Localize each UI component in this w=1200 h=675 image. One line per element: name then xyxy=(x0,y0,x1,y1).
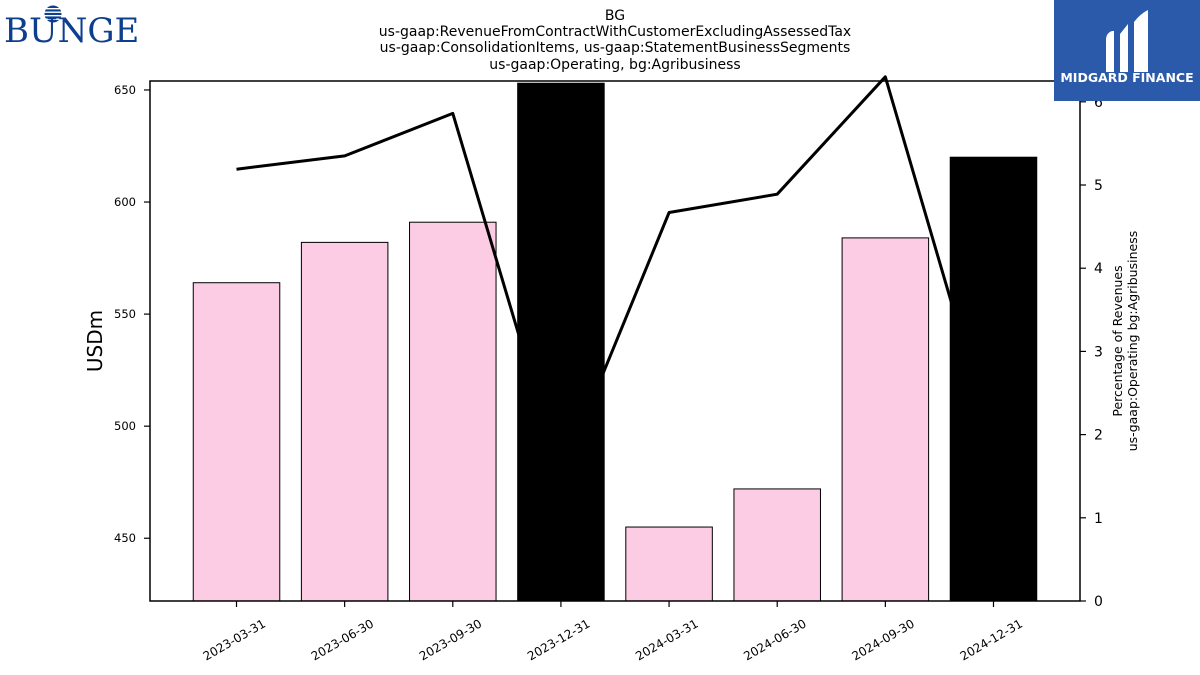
bar xyxy=(841,237,930,602)
x-tick-label: 2023-06-30 xyxy=(309,616,376,663)
percentage-line xyxy=(236,75,995,478)
y2-tick-label: 1 xyxy=(1094,511,1103,527)
y2-tick-label: 3 xyxy=(1094,344,1103,360)
bar xyxy=(625,526,713,602)
plot-frame xyxy=(149,80,1081,602)
x-tick-label: 2024-09-30 xyxy=(849,616,916,663)
y2-tick-label: 2 xyxy=(1094,428,1103,444)
chart-title: BGus-gaap:RevenueFromContractWithCustome… xyxy=(379,8,851,73)
bar xyxy=(300,241,389,602)
y-tick-label: 550 xyxy=(114,307,136,321)
x-tick-label: 2023-12-31 xyxy=(525,616,592,663)
bar xyxy=(949,156,1038,602)
bunge-logo-text: BUNGE xyxy=(4,11,139,46)
chart-title-line: us-gaap:RevenueFromContractWithCustomerE… xyxy=(379,24,851,40)
midgard-finance-logo: MIDGARD FINANCE xyxy=(1054,0,1200,101)
bars-layer xyxy=(192,82,1038,602)
y-tick-label: 650 xyxy=(114,83,136,97)
y2-tick-label: 5 xyxy=(1094,178,1103,194)
y2-tick-label: 6 xyxy=(1094,95,1103,111)
y2-tick-label: 4 xyxy=(1094,261,1103,277)
y-tick-label: 600 xyxy=(114,195,136,209)
x-tick-label: 2024-03-31 xyxy=(633,616,700,663)
bar xyxy=(409,221,497,602)
y-tick-label: 450 xyxy=(114,531,136,545)
bunge-logo: BUNGE xyxy=(4,5,139,46)
x-tick-label: 2023-09-30 xyxy=(417,616,484,663)
chart-title-line: us-gaap:Operating, bg:Agribusiness xyxy=(489,57,740,73)
y2-tick-label: 0 xyxy=(1094,594,1103,610)
line-layer xyxy=(236,75,995,478)
bunge-logo-mark xyxy=(42,5,64,23)
x-tick-label: 2024-06-30 xyxy=(741,616,808,663)
chart-title-line: us-gaap:ConsolidationItems, us-gaap:Stat… xyxy=(380,40,851,56)
y-tick-label: 500 xyxy=(114,419,136,433)
x-tick-label: 2023-03-31 xyxy=(201,616,268,663)
chart-title-line: BG xyxy=(605,8,625,24)
y2-axis-label: Percentage of Revenues xyxy=(1110,265,1125,416)
midgard-logo-text: MIDGARD FINANCE xyxy=(1060,70,1193,85)
y-axis-label: USDm xyxy=(83,310,107,372)
midgard-logo-mark xyxy=(1106,10,1148,72)
x-tick-label: 2024-12-31 xyxy=(958,616,1025,663)
y2-axis-label: us-gaap:Operating bg:Agribusiness xyxy=(1125,231,1140,451)
bar xyxy=(192,282,281,602)
bar xyxy=(733,488,821,602)
bar xyxy=(517,82,605,602)
